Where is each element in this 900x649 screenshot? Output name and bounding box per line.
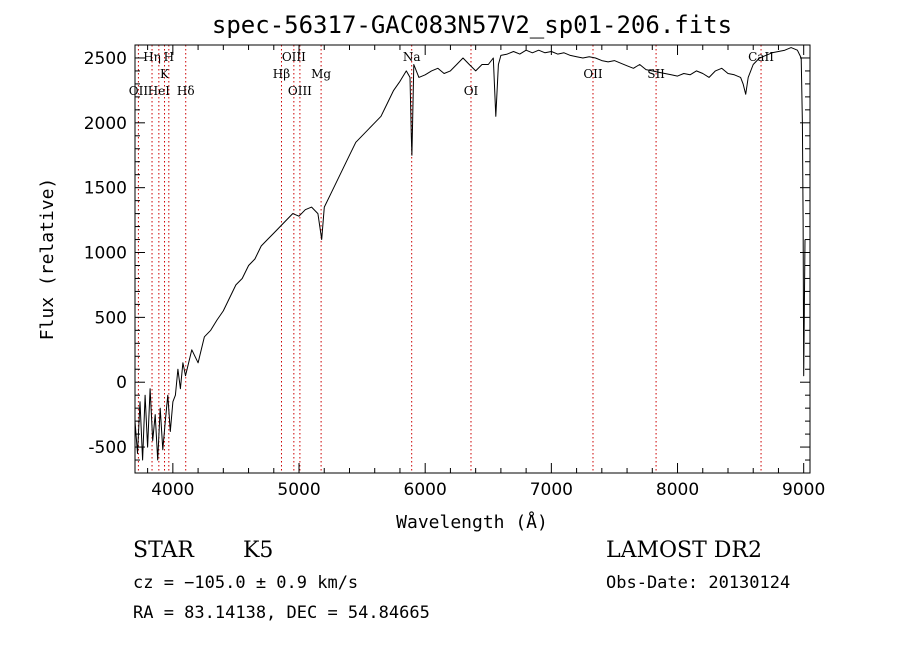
y-axis-label: Flux (relative) — [37, 178, 58, 341]
spectral-subclass: K5 — [243, 538, 274, 563]
spectral-line-label-4: H — [164, 50, 174, 64]
y-tick-label-0: -500 — [88, 438, 127, 458]
spectral-class: STAR — [133, 538, 194, 563]
y-tick-label-6: 2500 — [84, 49, 127, 69]
spectral-line-label-8: OIII — [288, 84, 312, 98]
plot-frame — [134, 44, 811, 474]
x-tick-label-3: 7000 — [530, 480, 573, 500]
x-tick-label-2: 6000 — [404, 480, 447, 500]
spectral-line-label-11: OI — [464, 84, 479, 98]
spectral-line-label-13: SII — [647, 67, 665, 81]
spectral-line-label-6: Hβ — [273, 67, 290, 81]
survey-name: LAMOST DR2 — [606, 538, 762, 563]
spectral-line-label-10: Na — [403, 50, 421, 64]
spectral-line-label-7: OIII — [282, 50, 306, 64]
x-tick-label-5: 9000 — [782, 480, 825, 500]
spectrum-series — [134, 47, 806, 461]
spectral-line-label-3: K — [160, 67, 170, 81]
y-tick-label-4: 1500 — [84, 179, 127, 199]
y-tick-label-5: 2000 — [84, 114, 127, 134]
redshift-value: cz = −105.0 ± 0.9 km/s — [133, 573, 359, 593]
spectral-line-label-2: HeI — [148, 84, 171, 98]
coordinates: RA = 83.14138, DEC = 54.84665 — [133, 603, 430, 623]
x-tick-label-0: 4000 — [151, 480, 194, 500]
spectral-line-label-1: Hη — [143, 50, 161, 64]
axis-ticks: 4000 5000 6000 7000 8000 9000 -500 0 500 1000 1500… — [84, 44, 825, 500]
spectral-line-label-9: Mg — [311, 67, 331, 81]
observation-date: Obs-Date: 20130124 — [606, 573, 791, 593]
chart-title: spec-56317-GAC083N57V2_sp01-206.fits — [212, 11, 732, 39]
y-tick-label-1: 0 — [116, 373, 127, 393]
x-tick-label-1: 5000 — [277, 480, 320, 500]
y-tick-label-3: 1000 — [84, 244, 127, 264]
spectrum-line-0 — [134, 47, 806, 461]
y-tick-label-2: 500 — [95, 308, 127, 328]
x-tick-label-4: 8000 — [656, 480, 699, 500]
x-axis-label: Wavelength (Å) — [396, 511, 548, 533]
spectral-line-label-5: Hδ — [177, 84, 195, 98]
spectral-line-label-12: OII — [583, 67, 603, 81]
spectral-line-label-0: OII — [129, 84, 149, 98]
